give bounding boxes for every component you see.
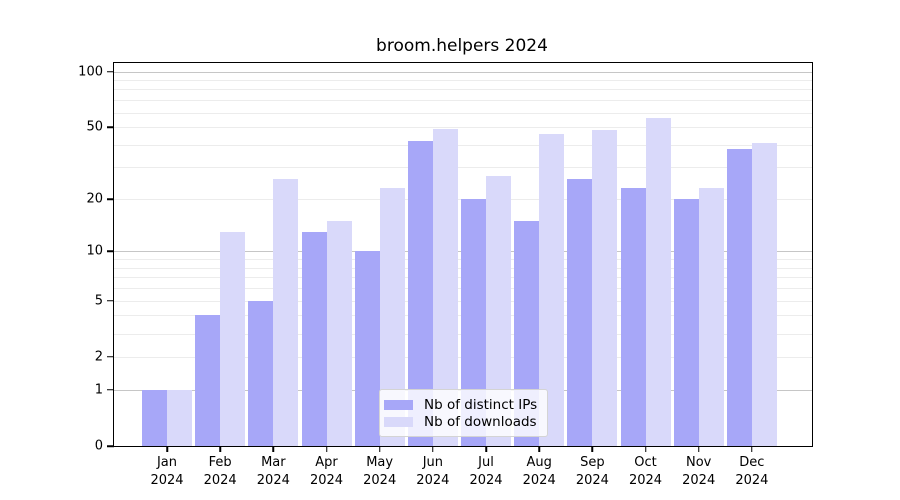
bar-distinct-ips-may — [354, 251, 380, 446]
legend-item-distinct-ips: Nb of distinct IPs — [384, 396, 537, 413]
x-axis-label: Sep 2024 — [575, 455, 609, 488]
x-axis-tick — [432, 446, 434, 452]
y-axis-tick — [107, 198, 114, 200]
legend-swatch-downloads — [384, 416, 413, 427]
y-axis-label: 1 — [94, 382, 103, 398]
bar-downloads-nov — [698, 188, 724, 446]
x-axis-label: Feb 2024 — [203, 455, 237, 488]
minor-gridline — [114, 100, 812, 102]
y-axis-tick — [107, 250, 114, 253]
x-axis-tick — [325, 446, 328, 452]
x-axis-label: Mar 2024 — [256, 455, 290, 488]
x-axis-label: Oct 2024 — [628, 455, 663, 488]
bar-downloads-feb — [220, 231, 246, 446]
bar-downloads-mar — [273, 178, 299, 446]
bar-distinct-ips-apr — [301, 231, 327, 446]
legend-label-downloads: Nb of downloads — [424, 413, 537, 430]
y-axis-label: 2 — [94, 349, 103, 365]
y-axis-label: 100 — [78, 64, 103, 80]
bar-distinct-ips-feb — [195, 315, 221, 446]
minor-gridline — [114, 89, 812, 91]
minor-gridline — [114, 80, 812, 82]
bar-distinct-ips-nov — [673, 199, 699, 446]
bar-distinct-ips-oct — [620, 188, 646, 446]
minor-gridline — [114, 144, 812, 146]
bar-downloads-jan — [167, 389, 192, 446]
minor-gridline — [114, 127, 812, 129]
x-axis-label: Apr 2024 — [309, 455, 344, 488]
legend-swatch-distinct-ips — [384, 399, 413, 410]
y-axis-tick — [107, 445, 114, 447]
x-axis-label: Jun 2024 — [416, 455, 450, 488]
x-axis-tick — [378, 446, 381, 452]
y-axis-label: 10 — [86, 243, 103, 259]
y-axis-label: 5 — [94, 293, 103, 309]
legend-label-distinct-ips: Nb of distinct IPs — [424, 396, 538, 413]
legend-item-downloads: Nb of downloads — [384, 413, 537, 430]
bar-distinct-ips-dec — [726, 148, 752, 446]
minor-gridline — [114, 167, 812, 169]
bar-distinct-ips-jan — [142, 389, 167, 446]
bar-downloads-oct — [645, 118, 671, 446]
x-axis-tick — [644, 446, 647, 452]
x-axis-label: May 2024 — [363, 455, 397, 488]
x-axis-tick — [219, 446, 221, 452]
x-axis-label: Nov 2024 — [682, 455, 716, 488]
x-axis-tick — [272, 446, 275, 452]
y-axis-label: 0 — [94, 438, 103, 454]
y-axis-tick — [107, 389, 114, 391]
legend: Nb of distinct IPs Nb of downloads — [379, 389, 549, 437]
y-axis-tick — [107, 356, 114, 358]
y-axis-tick — [107, 299, 114, 302]
major-gridline — [114, 71, 812, 73]
bar-downloads-sep — [592, 130, 618, 446]
x-axis-tick — [751, 446, 753, 452]
y-axis-tick — [107, 126, 114, 128]
bar-distinct-ips-mar — [248, 300, 274, 446]
x-axis-tick — [538, 446, 540, 452]
x-axis-tick — [166, 446, 168, 452]
bar-downloads-dec — [751, 142, 777, 446]
minor-gridline — [114, 112, 812, 114]
chart-title: broom.helpers 2024 — [376, 36, 548, 56]
x-axis-label: Jan 2024 — [150, 455, 184, 488]
y-axis-tick — [107, 70, 114, 73]
x-axis-tick — [591, 446, 594, 452]
x-axis-tick — [697, 446, 700, 452]
bar-downloads-apr — [326, 221, 352, 446]
x-axis-label: Aug 2024 — [522, 455, 556, 488]
y-axis-label: 50 — [86, 119, 103, 135]
x-axis-label: Dec 2024 — [735, 455, 769, 488]
y-axis-label: 20 — [86, 191, 103, 207]
x-axis-label: Jul 2024 — [469, 455, 503, 488]
x-axis-tick — [485, 446, 487, 452]
plot-area: Nb of distinct IPs Nb of downloads 0 1 2 5 1… — [78, 62, 813, 488]
bar-distinct-ips-sep — [567, 178, 593, 446]
